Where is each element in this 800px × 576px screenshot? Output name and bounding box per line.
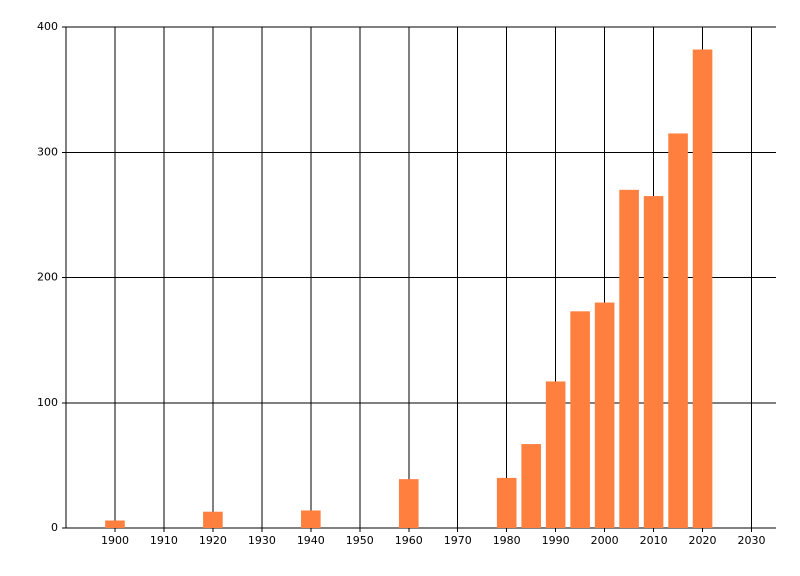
bar <box>301 510 321 528</box>
x-tick-label: 2000 <box>591 534 619 547</box>
x-tick-label: 1930 <box>248 534 276 547</box>
y-tick-label: 0 <box>51 521 58 534</box>
bar <box>619 189 639 528</box>
bar <box>521 444 541 528</box>
bar <box>398 479 419 528</box>
bar <box>668 133 688 528</box>
x-tick-label: 1970 <box>444 534 472 547</box>
y-tick-label: 400 <box>37 20 58 33</box>
bar <box>594 302 615 528</box>
x-tick-label: 2020 <box>689 534 717 547</box>
x-tick-label: 1980 <box>493 534 521 547</box>
x-tick-label: 2010 <box>640 534 668 547</box>
bar <box>643 196 664 528</box>
x-tick-label: 1990 <box>542 534 570 547</box>
bar <box>105 520 125 528</box>
y-tick-label: 300 <box>37 145 58 158</box>
x-tick-label: 1960 <box>395 534 423 547</box>
bar <box>692 49 713 529</box>
bar <box>203 511 223 528</box>
y-tick-label: 200 <box>37 271 58 284</box>
x-tick-label: 1900 <box>101 534 129 547</box>
x-tick-label: 2030 <box>738 534 766 547</box>
x-tick-label: 1920 <box>199 534 227 547</box>
bar <box>570 311 590 528</box>
x-tick-label: 1910 <box>150 534 178 547</box>
bar <box>545 381 566 528</box>
x-tick-label: 1940 <box>297 534 325 547</box>
bar <box>496 477 517 528</box>
y-tick-label: 100 <box>37 396 58 409</box>
x-tick-label: 1950 <box>346 534 374 547</box>
